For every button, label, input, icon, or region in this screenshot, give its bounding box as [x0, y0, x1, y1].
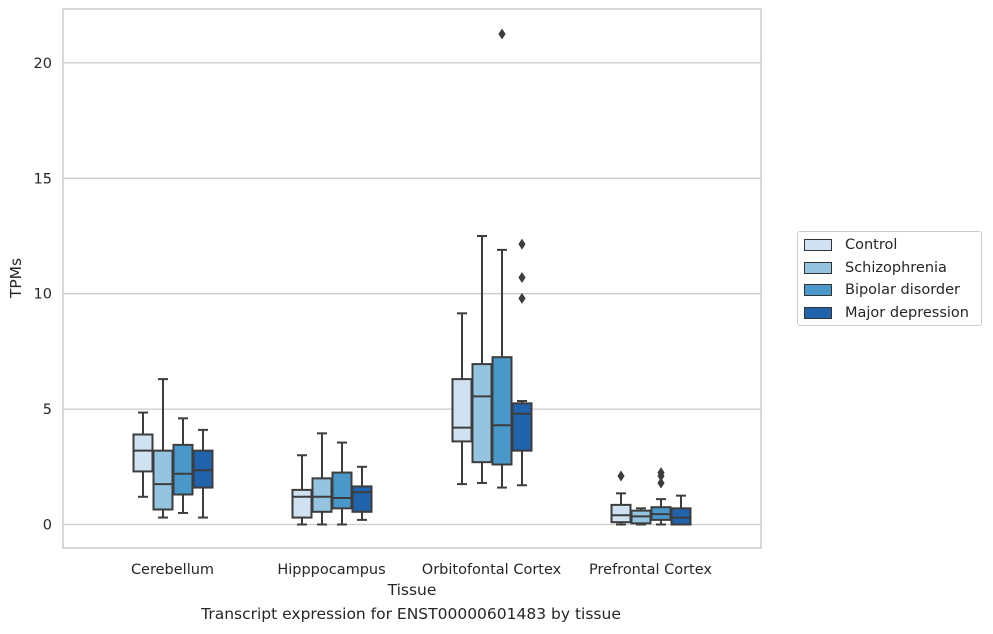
- legend-item-bipolar-disorder: Bipolar disorder: [804, 280, 960, 300]
- box-schizophrenia: [630, 507, 652, 526]
- box-rect: [471, 363, 493, 464]
- chart-caption: Transcript expression for ENST0000060148…: [201, 605, 621, 623]
- box-bipolar-disorder: [172, 417, 194, 514]
- y-tick-label: 10: [34, 287, 52, 303]
- box-control: [451, 312, 473, 486]
- box-rect: [351, 485, 373, 513]
- box-rect: [491, 356, 513, 466]
- legend-item-control: Control: [804, 235, 897, 255]
- box-rect: [331, 471, 353, 510]
- box-rect: [311, 477, 333, 513]
- box-rect: [172, 443, 194, 496]
- box-schizophrenia: [471, 235, 493, 484]
- box-control: [610, 470, 632, 526]
- x-axis-label: Tissue: [387, 581, 437, 599]
- x-tick-label: Hipppocampus: [277, 562, 385, 578]
- y-tick-label: 0: [43, 518, 52, 534]
- box-rect: [511, 402, 533, 452]
- outlier-point: [617, 470, 625, 482]
- box-schizophrenia: [311, 432, 333, 526]
- x-tick-label: Prefrontal Cortex: [589, 562, 712, 578]
- legend-label-schizophrenia: Schizophrenia: [845, 259, 947, 276]
- legend-swatch-control: [804, 239, 832, 251]
- box-rect: [451, 378, 473, 443]
- box-bipolar-disorder: [331, 441, 353, 526]
- x-tick-label: Orbitofontal Cortex: [422, 562, 562, 578]
- legend-swatch-bipolar-disorder: [804, 284, 832, 296]
- outlier-point: [518, 238, 526, 250]
- outlier-point: [518, 292, 526, 304]
- box-rect: [291, 488, 313, 519]
- box-rect: [192, 449, 214, 489]
- box-rect: [152, 449, 174, 511]
- legend-item-schizophrenia: Schizophrenia: [804, 258, 947, 278]
- outlier-point: [518, 272, 526, 284]
- box-major-depression: [351, 465, 373, 521]
- outlier-point: [657, 477, 665, 489]
- plot-frame: [62, 8, 762, 549]
- outlier-point: [657, 467, 665, 479]
- box-major-depression: [192, 428, 214, 519]
- tick-labels: 0 5 10 15 20 Cerebellum Hipppocampus Orbitofont…: [34, 56, 713, 578]
- legend-label-major-depression: Major depression: [845, 304, 969, 321]
- boxes-layer: [132, 28, 692, 526]
- box-bipolar-disorder: [650, 467, 672, 526]
- legend-swatch-major-depression: [804, 306, 832, 319]
- legend-item-major-depression: Major depression: [804, 303, 969, 323]
- box-rect: [132, 433, 154, 473]
- box-major-depression: [511, 238, 533, 487]
- y-axis-label: TPMs: [7, 258, 25, 299]
- legend-label-bipolar-disorder: Bipolar disorder: [845, 282, 960, 298]
- legend-swatch-schizophrenia: [804, 261, 832, 274]
- legend: Control Schizophrenia Bipolar disorder M…: [797, 231, 982, 326]
- y-tick-label: 5: [43, 402, 52, 418]
- y-tick-label: 20: [34, 56, 52, 72]
- box-rect: [610, 503, 632, 524]
- box-rect: [670, 507, 692, 526]
- box-control: [132, 411, 154, 498]
- box-bipolar-disorder: [491, 28, 513, 489]
- box-schizophrenia: [152, 378, 174, 519]
- box-control: [291, 454, 313, 526]
- box-major-depression: [670, 494, 692, 526]
- x-tick-label: Cerebellum: [131, 562, 214, 578]
- legend-label-control: Control: [845, 237, 898, 253]
- outlier-point: [498, 28, 506, 40]
- y-tick-label: 15: [34, 171, 52, 187]
